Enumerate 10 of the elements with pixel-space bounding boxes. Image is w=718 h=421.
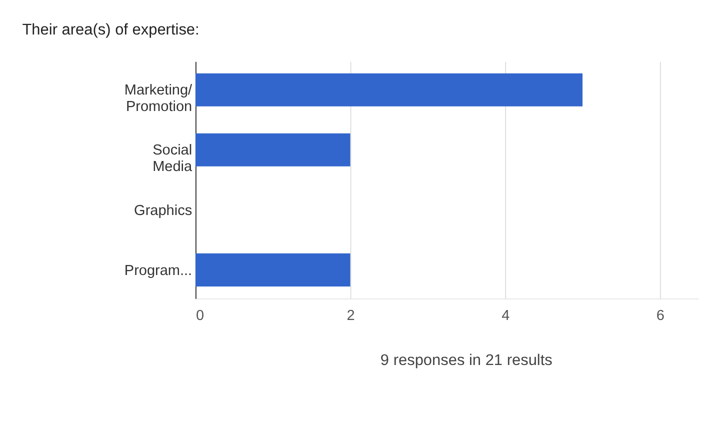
x-tick-label: 4: [502, 308, 510, 324]
text: 9 responses in 21 results: [380, 352, 553, 370]
y-tick-label: Marketing/ Promotion: [124, 82, 194, 116]
y-tick-label: Social Media: [152, 142, 194, 176]
y-tick-label: Program...: [124, 262, 192, 279]
x-tick-label: 0: [196, 308, 204, 324]
y-tick-label: Graphics: [134, 202, 192, 219]
x-tick-label: 2: [346, 308, 355, 324]
chart-title: Their area(s) of expertise:: [22, 21, 200, 38]
x-tick-label: 6: [656, 308, 664, 324]
